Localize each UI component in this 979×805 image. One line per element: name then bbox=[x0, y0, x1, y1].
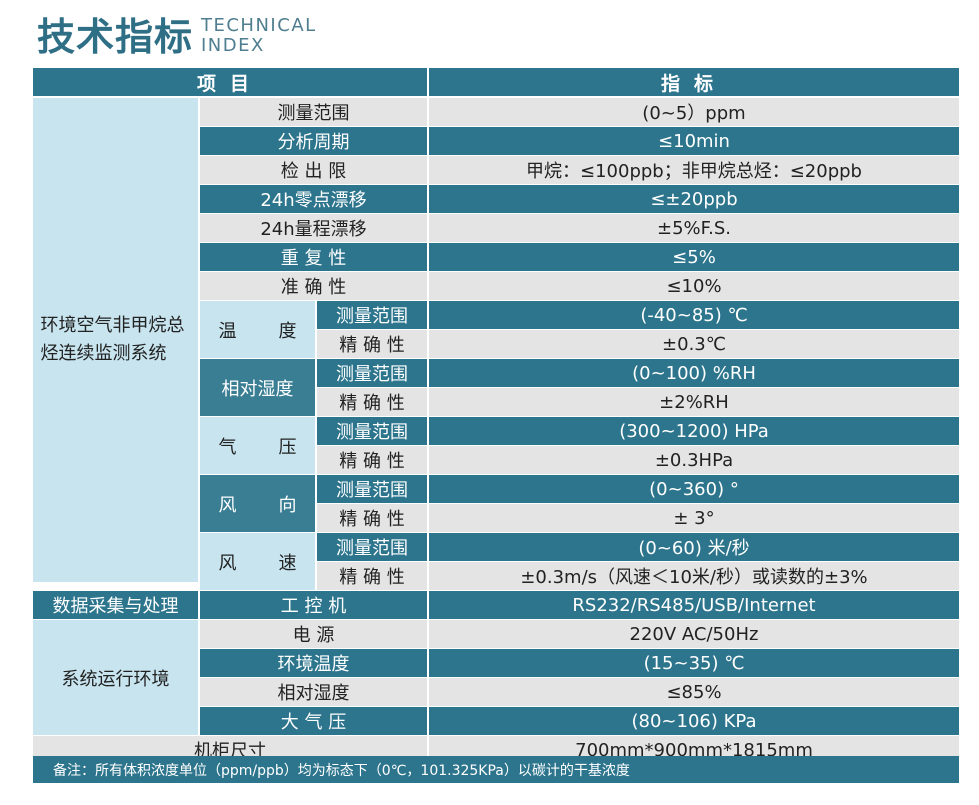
value-cell: ±2%RH bbox=[429, 388, 959, 416]
group-humidity-label: 相对湿度 bbox=[221, 378, 294, 400]
item-cell: 24h量程漂移 bbox=[200, 214, 427, 242]
group-pressure: 气压 bbox=[200, 417, 315, 474]
table-row: 24h量程漂移 ±5%F.S. bbox=[33, 214, 959, 242]
item-cell: 测量范围 bbox=[317, 475, 427, 503]
group-wind-direction: 风向 bbox=[200, 475, 315, 532]
table-row: 精 确 性 ±0.3m/s（风速＜10米/秒）或读数的±3% bbox=[33, 562, 959, 590]
section-data: 数据采集与处理 bbox=[33, 591, 198, 619]
table-row: 精 确 性 ± 3° bbox=[33, 504, 959, 532]
item-cell: 工 控 机 bbox=[200, 591, 427, 619]
value-cell: 甲烷：≤100ppb；非甲烷总烃：≤20ppb bbox=[429, 156, 959, 184]
item-cell: 测量范围 bbox=[317, 359, 427, 387]
item-cell: 精 确 性 bbox=[317, 446, 427, 474]
table-row: 测量范围 (0~100) %RH bbox=[33, 359, 959, 387]
value-cell: ±0.3HPa bbox=[429, 446, 959, 474]
group-humidity: 相对湿度 bbox=[200, 359, 315, 416]
title-english: TECHNICAL INDEX bbox=[201, 16, 317, 56]
value-cell: (15~35) ℃ bbox=[429, 649, 959, 677]
item-cell: 环境温度 bbox=[200, 649, 427, 677]
table-row: 精 确 性 ±2%RH bbox=[33, 388, 959, 416]
table-header: 项目 指标 bbox=[33, 68, 959, 96]
table-row: 24h零点漂移 ≤±20ppb bbox=[33, 185, 959, 213]
value-cell: RS232/RS485/USB/Internet bbox=[429, 591, 959, 619]
table-row: 数据采集与处理 工 控 机 RS232/RS485/USB/Internet bbox=[33, 591, 959, 619]
table-row: 大 气 压 (80~106) KPa bbox=[33, 707, 959, 735]
group-label-char: 风 bbox=[218, 552, 237, 574]
group-label-char: 度 bbox=[278, 320, 297, 342]
item-cell: 大 气 压 bbox=[200, 707, 427, 735]
footnote: 备注：所有体积浓度单位（ppm/ppb）均为标态下（0℃，101.325KPa）… bbox=[33, 756, 959, 783]
group-label-char: 风 bbox=[218, 494, 237, 516]
table-row: 测量范围 (0~360) ° bbox=[33, 475, 959, 503]
item-cell: 电 源 bbox=[200, 620, 427, 648]
item-cell: 重 复 性 bbox=[200, 243, 427, 271]
value-cell: ≤±20ppb bbox=[429, 185, 959, 213]
value-cell: (0~60) 米/秒 bbox=[429, 533, 959, 561]
group-temperature-label: 温度 bbox=[219, 317, 297, 343]
value-cell: 220V AC/50Hz bbox=[429, 620, 959, 648]
table-row: 重 复 性 ≤5% bbox=[33, 243, 959, 271]
title-english-line1: TECHNICAL bbox=[201, 15, 317, 36]
table-row: 精 确 性 ±0.3HPa bbox=[33, 446, 959, 474]
item-cell: 24h零点漂移 bbox=[200, 185, 427, 213]
table-row: 环境温度 (15~35) ℃ bbox=[33, 649, 959, 677]
item-cell: 准 确 性 bbox=[200, 272, 427, 300]
table-row: 准 确 性 ≤10% bbox=[33, 272, 959, 300]
section-monitoring: 环境空气非甲烷总烃连续监测系统 bbox=[33, 98, 198, 582]
item-cell: 测量范围 bbox=[317, 301, 427, 329]
value-cell: (0~100) %RH bbox=[429, 359, 959, 387]
item-cell: 测量范围 bbox=[317, 417, 427, 445]
table-row: 测量范围 (0~5）ppm bbox=[33, 98, 959, 126]
title-chinese: 技术指标 bbox=[37, 15, 194, 59]
value-cell: (80~106) KPa bbox=[429, 707, 959, 735]
group-label-char: 压 bbox=[278, 436, 297, 458]
group-wind-speed: 风速 bbox=[200, 533, 315, 590]
item-cell: 精 确 性 bbox=[317, 562, 427, 590]
item-cell: 测量范围 bbox=[317, 533, 427, 561]
value-cell: ≤85% bbox=[429, 678, 959, 706]
table-row: 测量范围 (0~60) 米/秒 bbox=[33, 533, 959, 561]
section-env: 系统运行环境 bbox=[33, 620, 198, 735]
group-wind-direction-label: 风向 bbox=[219, 491, 297, 517]
header-item: 项目 bbox=[33, 68, 427, 96]
table-row: 分析周期 ≤10min bbox=[33, 127, 959, 155]
value-cell: (-40~85) ℃ bbox=[429, 301, 959, 329]
value-cell: (300~1200) HPa bbox=[429, 417, 959, 445]
value-cell: (0~5）ppm bbox=[429, 98, 959, 126]
item-cell: 测量范围 bbox=[200, 98, 427, 126]
item-cell: 精 确 性 bbox=[317, 388, 427, 416]
value-cell: ±0.3℃ bbox=[429, 330, 959, 358]
group-label-char: 速 bbox=[278, 552, 297, 574]
table-row: 电 源 220V AC/50Hz bbox=[33, 620, 959, 648]
header-spec: 指标 bbox=[429, 68, 959, 96]
title-english-line2: INDEX bbox=[201, 35, 265, 56]
item-cell: 分析周期 bbox=[200, 127, 427, 155]
item-cell: 相对湿度 bbox=[200, 678, 427, 706]
group-label-char: 向 bbox=[278, 494, 297, 516]
item-cell: 检 出 限 bbox=[200, 156, 427, 184]
item-cell: 精 确 性 bbox=[317, 504, 427, 532]
group-label-char: 温 bbox=[218, 320, 237, 342]
group-pressure-label: 气压 bbox=[219, 433, 297, 459]
value-cell: ≤5% bbox=[429, 243, 959, 271]
value-cell: ±0.3m/s（风速＜10米/秒）或读数的±3% bbox=[429, 562, 959, 590]
table-row: 相对湿度 ≤85% bbox=[33, 678, 959, 706]
value-cell: ± 3° bbox=[429, 504, 959, 532]
section-monitoring-label: 环境空气非甲烷总烃连续监测系统 bbox=[40, 315, 185, 364]
value-cell: ≤10min bbox=[429, 127, 959, 155]
table-row: 测量范围 (-40~85) ℃ bbox=[33, 301, 959, 329]
group-label-char: 气 bbox=[218, 436, 237, 458]
table-row: 精 确 性 ±0.3℃ bbox=[33, 330, 959, 358]
value-cell: ≤10% bbox=[429, 272, 959, 300]
value-cell: ±5%F.S. bbox=[429, 214, 959, 242]
item-cell: 精 确 性 bbox=[317, 330, 427, 358]
section-env-label: 系统运行环境 bbox=[61, 668, 170, 690]
table-row: 测量范围 (300~1200) HPa bbox=[33, 417, 959, 445]
group-temperature: 温度 bbox=[200, 301, 315, 358]
table-row: 检 出 限 甲烷：≤100ppb；非甲烷总烃：≤20ppb bbox=[33, 156, 959, 184]
group-wind-speed-label: 风速 bbox=[219, 549, 297, 575]
value-cell: (0~360) ° bbox=[429, 475, 959, 503]
